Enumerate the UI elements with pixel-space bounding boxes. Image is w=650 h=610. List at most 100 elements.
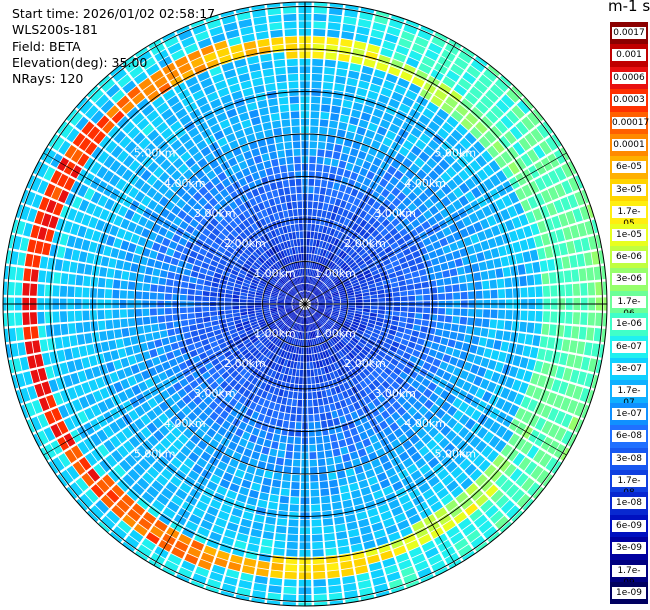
ray-gate: [109, 421, 121, 434]
ray-gate: [445, 166, 457, 178]
ray-gate: [307, 292, 311, 299]
ray-gate: [459, 414, 470, 426]
ray-gate: [534, 177, 547, 191]
ray-gate: [292, 304, 299, 306]
ray-gate: [478, 520, 493, 534]
ray-gate: [194, 307, 202, 313]
ray-gate: [81, 357, 91, 369]
ray-gate: [48, 379, 59, 393]
ray-gate: [288, 291, 295, 297]
ray-gate: [313, 338, 317, 346]
ray-gate: [97, 195, 109, 207]
ray-gate: [238, 525, 251, 535]
ray-gate: [520, 441, 533, 455]
ray-gate: [571, 269, 580, 282]
ray-gate: [190, 540, 205, 551]
ray-gate: [451, 110, 464, 122]
ray-gate: [435, 201, 445, 211]
ray-gate: [317, 297, 325, 301]
ray-gate: [316, 164, 323, 172]
ray-gate: [158, 354, 168, 363]
ray-gate: [285, 194, 292, 203]
ray-gate: [519, 321, 527, 333]
ray-gate: [458, 275, 467, 283]
ray-gate: [286, 443, 294, 452]
ray-gate: [295, 307, 301, 313]
ray-gate: [277, 307, 285, 311]
ray-gate: [536, 469, 550, 485]
ray-gate: [243, 263, 251, 270]
ray-gate: [59, 233, 69, 246]
colorbar-tick-label: 0.001: [612, 49, 646, 62]
ray-gate: [460, 477, 473, 490]
ray-gate: [181, 560, 196, 572]
ray-gate: [573, 239, 583, 253]
ray-gate: [246, 497, 258, 506]
ray-gate: [78, 396, 90, 409]
colorbar-tick-label: 6e-07: [612, 340, 646, 353]
ray-gate: [277, 243, 283, 252]
ray-gate: [313, 6, 328, 14]
ray-gate: [286, 202, 293, 210]
ray-gate: [315, 383, 321, 391]
range-ring-label: 1.00km: [254, 327, 296, 340]
ray-gate: [364, 356, 372, 365]
ray-gate: [445, 308, 453, 315]
ray-gate: [390, 59, 404, 70]
ray-gate: [391, 14, 405, 23]
ray-gate: [462, 47, 475, 58]
ray-gate: [327, 181, 334, 189]
ray-gate: [395, 552, 410, 563]
ray-gate: [334, 425, 343, 433]
ray-gate: [483, 348, 493, 358]
ray-gate: [323, 290, 330, 295]
ray-gate: [471, 409, 482, 421]
ray-gate: [306, 291, 308, 299]
ray-gate: [48, 215, 59, 229]
ray-gate: [104, 198, 115, 211]
ray-gate: [478, 261, 487, 271]
ray-gate: [406, 180, 417, 191]
ray-gate: [377, 384, 386, 394]
ray-gate: [123, 155, 135, 168]
ray-gate: [541, 404, 552, 419]
ray-gate: [454, 453, 466, 465]
ray-gate: [533, 449, 546, 464]
ray-gate: [251, 323, 259, 329]
ray-gate: [420, 25, 434, 34]
ray-gate: [74, 310, 83, 322]
ray-gate: [265, 260, 272, 267]
ray-gate: [409, 229, 418, 238]
ray-gate: [149, 292, 157, 300]
ray-gate: [411, 271, 420, 278]
ray-gate: [355, 310, 363, 315]
ray-gate: [310, 133, 318, 141]
ray-gate: [255, 295, 263, 299]
ray-gate: [204, 280, 212, 287]
ray-gate: [173, 216, 183, 226]
ray-gate: [235, 594, 250, 601]
ray-gate: [142, 511, 157, 524]
ray-gate: [243, 228, 251, 237]
ray-gate: [234, 540, 247, 550]
ray-gate: [315, 338, 320, 345]
ray-gate: [306, 238, 310, 246]
ray-gate: [435, 351, 444, 360]
ray-gate: [383, 342, 391, 350]
ray-gate: [336, 531, 348, 540]
ray-gate: [292, 305, 300, 309]
ray-gate: [176, 422, 187, 433]
ray-gate: [317, 345, 322, 353]
ray-gate: [330, 363, 336, 371]
ray-gate: [378, 335, 386, 342]
ray-gate: [248, 489, 259, 499]
ray-gate: [78, 345, 88, 357]
ray-gate: [154, 339, 163, 348]
ray-gate: [223, 101, 235, 111]
ray-gate: [182, 247, 191, 256]
ray-gate: [123, 337, 132, 347]
ray-gate: [347, 179, 356, 188]
ray-gate: [383, 283, 392, 289]
ray-gate: [445, 96, 458, 109]
ray-gate: [129, 529, 144, 543]
